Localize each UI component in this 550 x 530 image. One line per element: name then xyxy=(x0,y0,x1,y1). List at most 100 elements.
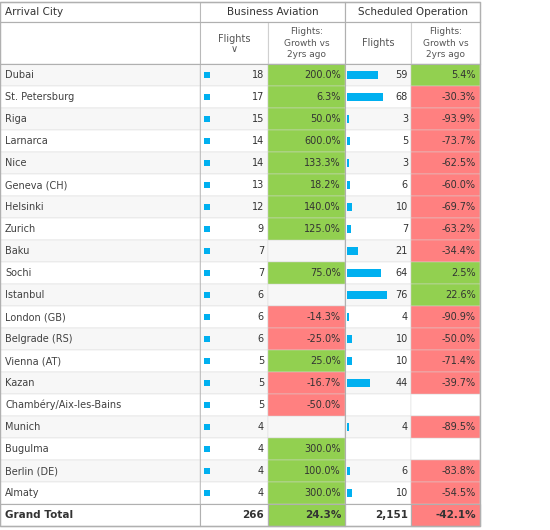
Bar xyxy=(200,196,268,218)
Bar xyxy=(347,357,352,365)
Bar xyxy=(345,372,411,394)
Bar xyxy=(0,2,200,22)
Text: Kazan: Kazan xyxy=(5,378,35,388)
Bar xyxy=(204,160,210,166)
Text: 13: 13 xyxy=(252,180,264,190)
Text: 300.0%: 300.0% xyxy=(304,444,341,454)
Bar xyxy=(200,350,268,372)
Bar xyxy=(411,130,480,152)
Bar xyxy=(200,262,268,284)
Text: 75.0%: 75.0% xyxy=(310,268,341,278)
Text: -60.0%: -60.0% xyxy=(442,180,476,190)
Bar xyxy=(411,328,480,350)
Text: 5: 5 xyxy=(258,356,264,366)
Bar xyxy=(200,130,268,152)
Bar xyxy=(0,438,200,460)
Bar xyxy=(347,379,370,387)
Text: Flights:
Growth vs
2yrs ago: Flights: Growth vs 2yrs ago xyxy=(423,28,468,59)
Text: London (GB): London (GB) xyxy=(5,312,66,322)
Bar xyxy=(411,108,480,130)
Bar xyxy=(345,438,411,460)
Text: 200.0%: 200.0% xyxy=(304,70,341,80)
Text: 59: 59 xyxy=(395,70,408,80)
Text: 5: 5 xyxy=(258,378,264,388)
Bar xyxy=(268,152,345,174)
Text: 600.0%: 600.0% xyxy=(304,136,341,146)
Bar xyxy=(347,313,349,321)
Bar xyxy=(268,504,345,526)
Bar xyxy=(200,64,268,86)
Text: St. Petersburg: St. Petersburg xyxy=(5,92,74,102)
Text: 14: 14 xyxy=(252,136,264,146)
Bar xyxy=(345,86,411,108)
Bar xyxy=(200,174,268,196)
Bar xyxy=(345,262,411,284)
Bar xyxy=(411,262,480,284)
Bar xyxy=(0,416,200,438)
Text: 100.0%: 100.0% xyxy=(304,466,341,476)
Bar xyxy=(268,86,345,108)
Bar xyxy=(347,225,351,233)
Bar xyxy=(268,460,345,482)
Bar xyxy=(200,108,268,130)
Bar xyxy=(411,64,480,86)
Bar xyxy=(204,336,210,342)
Bar xyxy=(411,372,480,394)
Bar xyxy=(200,504,268,526)
Bar xyxy=(204,182,210,188)
Text: 4: 4 xyxy=(402,422,408,432)
Bar xyxy=(204,94,210,100)
Bar xyxy=(200,22,268,64)
Bar xyxy=(268,394,345,416)
Bar xyxy=(268,416,345,438)
Text: Flights: Flights xyxy=(218,34,250,44)
Bar xyxy=(0,306,200,328)
Bar xyxy=(204,358,210,364)
Bar xyxy=(268,86,345,108)
Bar xyxy=(204,116,210,122)
Bar xyxy=(204,468,210,474)
Bar xyxy=(200,86,268,108)
Text: Almaty: Almaty xyxy=(5,488,40,498)
Text: Geneva (CH): Geneva (CH) xyxy=(5,180,67,190)
Bar xyxy=(268,22,345,64)
Text: 4: 4 xyxy=(258,422,264,432)
Bar xyxy=(347,181,350,189)
Text: Business Aviation: Business Aviation xyxy=(227,7,318,17)
Text: 4: 4 xyxy=(402,312,408,322)
Bar xyxy=(0,174,200,196)
Bar xyxy=(411,328,480,350)
Text: Helsinki: Helsinki xyxy=(5,202,43,212)
Text: Istanbul: Istanbul xyxy=(5,290,45,300)
Text: -50.0%: -50.0% xyxy=(307,400,341,410)
Bar xyxy=(0,328,200,350)
Text: 3: 3 xyxy=(402,114,408,124)
Bar xyxy=(268,372,345,394)
Bar xyxy=(345,328,411,350)
Text: 17: 17 xyxy=(252,92,264,102)
Text: 10: 10 xyxy=(396,334,408,344)
Bar xyxy=(411,460,480,482)
Bar xyxy=(347,247,358,255)
Text: -16.7%: -16.7% xyxy=(307,378,341,388)
Text: 15: 15 xyxy=(252,114,264,124)
Bar xyxy=(268,196,345,218)
Text: Vienna (AT): Vienna (AT) xyxy=(5,356,61,366)
Bar xyxy=(200,416,268,438)
Bar xyxy=(204,490,210,496)
Bar xyxy=(411,438,480,460)
Bar xyxy=(347,93,383,101)
Bar xyxy=(411,460,480,482)
Text: 6.3%: 6.3% xyxy=(317,92,341,102)
Bar xyxy=(0,2,480,526)
Bar xyxy=(345,482,411,504)
Bar xyxy=(411,306,480,328)
Text: 7: 7 xyxy=(402,224,408,234)
Bar xyxy=(268,240,345,262)
Bar xyxy=(0,504,200,526)
Text: 64: 64 xyxy=(396,268,408,278)
Text: -90.9%: -90.9% xyxy=(442,312,476,322)
Text: 18.2%: 18.2% xyxy=(310,180,341,190)
Bar xyxy=(268,284,345,306)
Bar xyxy=(200,372,268,394)
